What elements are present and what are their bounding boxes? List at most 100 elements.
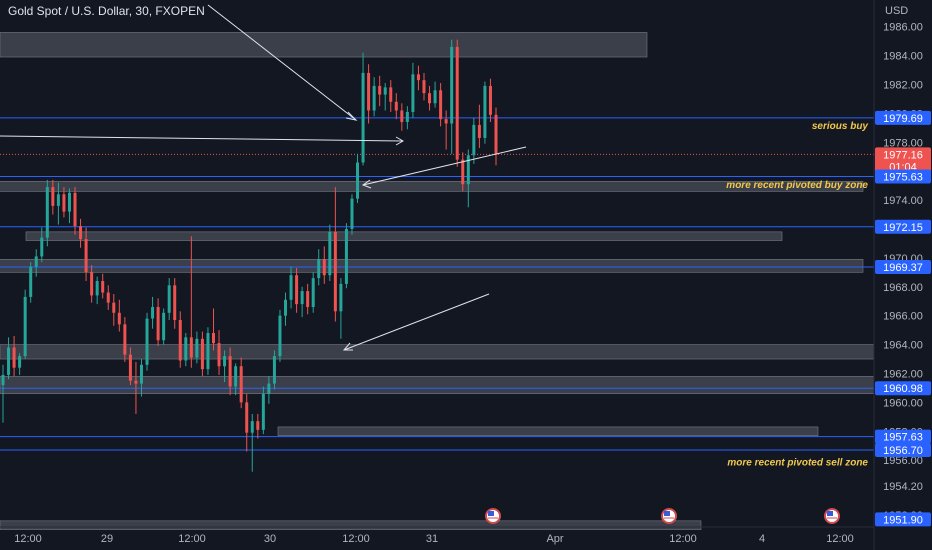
candle-body [228, 356, 232, 387]
candle-body [101, 280, 105, 293]
y-tick-label: 1974.00 [883, 195, 923, 207]
candle-body [51, 187, 55, 206]
y-tick-label: 1982.00 [883, 79, 923, 91]
x-tick-label: 12:00 [342, 533, 370, 545]
candle-body [405, 111, 409, 123]
candle-body [488, 85, 492, 115]
candle-body [411, 74, 415, 112]
annotation-arrow [207, 4, 357, 121]
candle-body [466, 155, 470, 185]
candle-body [1, 374, 5, 386]
candle-body [95, 280, 99, 296]
candle-body [261, 393, 265, 430]
x-tick-label: 30 [264, 533, 276, 545]
y-tick-label: 1954.20 [883, 481, 923, 493]
x-tick-label: 31 [426, 533, 438, 545]
candle-body [79, 226, 83, 240]
candle-body [123, 324, 127, 355]
annotation-arrow [343, 293, 490, 351]
candle-body [106, 292, 110, 303]
candle-body [184, 337, 188, 361]
candle-body [67, 192, 71, 212]
candle-body [322, 259, 326, 276]
candle-body [472, 124, 476, 156]
chart-title: Gold Spot / U.S. Dollar, 30, FXOPEN [8, 4, 205, 18]
candle-body [234, 366, 238, 387]
candle-body [250, 421, 254, 433]
price-label-bg [875, 259, 931, 274]
y-tick-label: 1964.00 [883, 340, 923, 352]
candle-body [333, 231, 337, 312]
candle-body [416, 74, 420, 81]
y-tick-label: 1986.00 [883, 22, 923, 34]
candle-body [7, 347, 11, 375]
arrowhead-icon [395, 136, 405, 146]
price-label-bg [875, 110, 931, 125]
x-tick-label: Apr [546, 533, 563, 545]
annotation-label: more recent pivoted buy zone [726, 180, 868, 191]
candle-body [339, 283, 343, 312]
price-label-bg [875, 429, 931, 444]
candle-body [156, 307, 160, 341]
candle-body [162, 312, 166, 341]
candle-body [344, 228, 348, 284]
candle-body [256, 421, 260, 430]
price-label-bg [875, 147, 931, 174]
candle-body [356, 162, 360, 199]
candle-body [289, 275, 293, 300]
price-label-bg [875, 219, 931, 234]
candle-body [84, 239, 88, 273]
candle-body [217, 343, 221, 367]
candle-body [450, 46, 454, 124]
x-tick-label: 4 [759, 533, 765, 545]
candle-body [372, 85, 376, 111]
price-label-bg [875, 512, 931, 527]
y-tick-label: 1962.00 [883, 368, 923, 380]
flag-icons [485, 508, 840, 524]
candle-body [267, 383, 271, 394]
price-label: 1951.90 [883, 514, 923, 526]
candle-body [200, 338, 204, 370]
candle-body [151, 307, 155, 319]
price-label: 1972.15 [883, 222, 923, 234]
candle-body [328, 231, 332, 276]
price-label: 1960.98 [883, 383, 923, 395]
x-tick-label: 12:00 [14, 533, 42, 545]
candle-body [483, 85, 487, 138]
candle-body [300, 291, 304, 305]
candle-body [394, 101, 398, 111]
candle-body [428, 93, 432, 104]
candle-body [361, 72, 365, 163]
price-label-bg [875, 169, 931, 184]
candle-body [383, 87, 387, 95]
candle-body [189, 337, 193, 358]
candle-body [90, 272, 94, 296]
candle-body [18, 356, 22, 368]
candle-body [73, 192, 77, 227]
candle-body [400, 110, 404, 123]
candle-body [139, 364, 143, 384]
candle-body [455, 46, 459, 160]
price-label-bg [875, 381, 931, 396]
candle-body [272, 356, 276, 384]
annotation-label: more recent pivoted sell zone [727, 458, 868, 469]
candle-body [56, 194, 60, 206]
zone-rect [25, 231, 783, 241]
price-label: 1977.16 [883, 149, 923, 161]
annotation-arrow [0, 135, 404, 142]
candle-body [422, 80, 426, 94]
zone-rect [0, 32, 648, 58]
y-tick-label: 1968.00 [883, 282, 923, 294]
y-tick-label: 1960.00 [883, 397, 923, 409]
price-label: 1979.69 [883, 113, 923, 125]
candle-body [134, 380, 138, 384]
candle-body [295, 275, 299, 305]
y-tick-label: 1966.00 [883, 311, 923, 323]
y-tick-label: 1984.00 [883, 51, 923, 63]
candle-body [178, 320, 182, 361]
candle-body [284, 299, 288, 316]
candle-body [34, 256, 38, 267]
price-label: 1975.63 [883, 172, 923, 184]
candle-body [145, 318, 149, 365]
